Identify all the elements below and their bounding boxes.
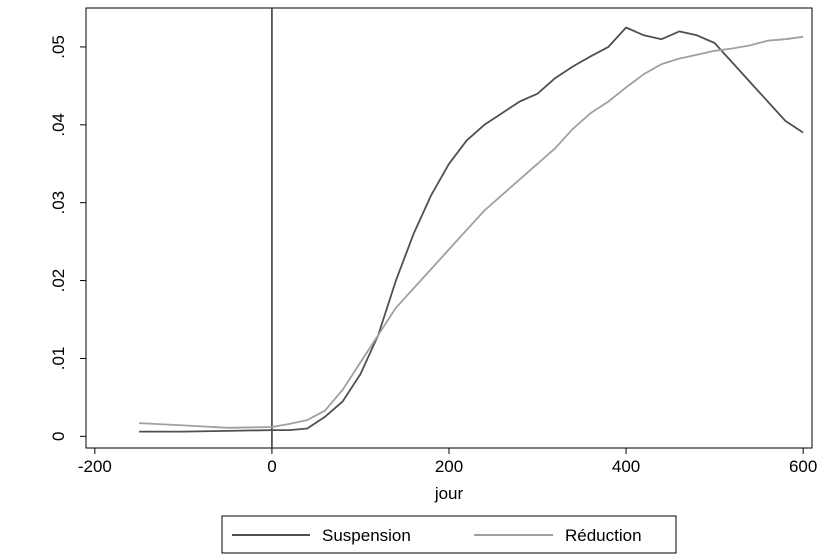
- series-line-suspension: [139, 26, 804, 433]
- y-tick-label: 0: [49, 432, 68, 441]
- y-tick-label: .02: [49, 269, 68, 293]
- legend-label: Suspension: [322, 526, 411, 545]
- y-tick-label: .03: [49, 191, 68, 215]
- x-tick-label: 400: [612, 457, 640, 476]
- x-tick-label: 0: [267, 457, 276, 476]
- y-tick-label: .04: [49, 113, 68, 137]
- series-line-reduction: [139, 35, 804, 429]
- legend: Suspension Réduction: [221, 515, 677, 554]
- x-axis: -200 0 200 400 600: [78, 448, 817, 476]
- x-tick-label: 200: [435, 457, 463, 476]
- legend-label: Réduction: [565, 526, 642, 545]
- y-axis: 0 .01 .02 .03 .04 .05: [49, 35, 86, 441]
- series-lines: [139, 26, 804, 433]
- y-tick-label: .05: [49, 35, 68, 59]
- x-tick-label: -200: [78, 457, 112, 476]
- x-tick-label: 600: [789, 457, 817, 476]
- y-tick-label: .01: [49, 347, 68, 371]
- x-axis-title: jour: [434, 484, 464, 503]
